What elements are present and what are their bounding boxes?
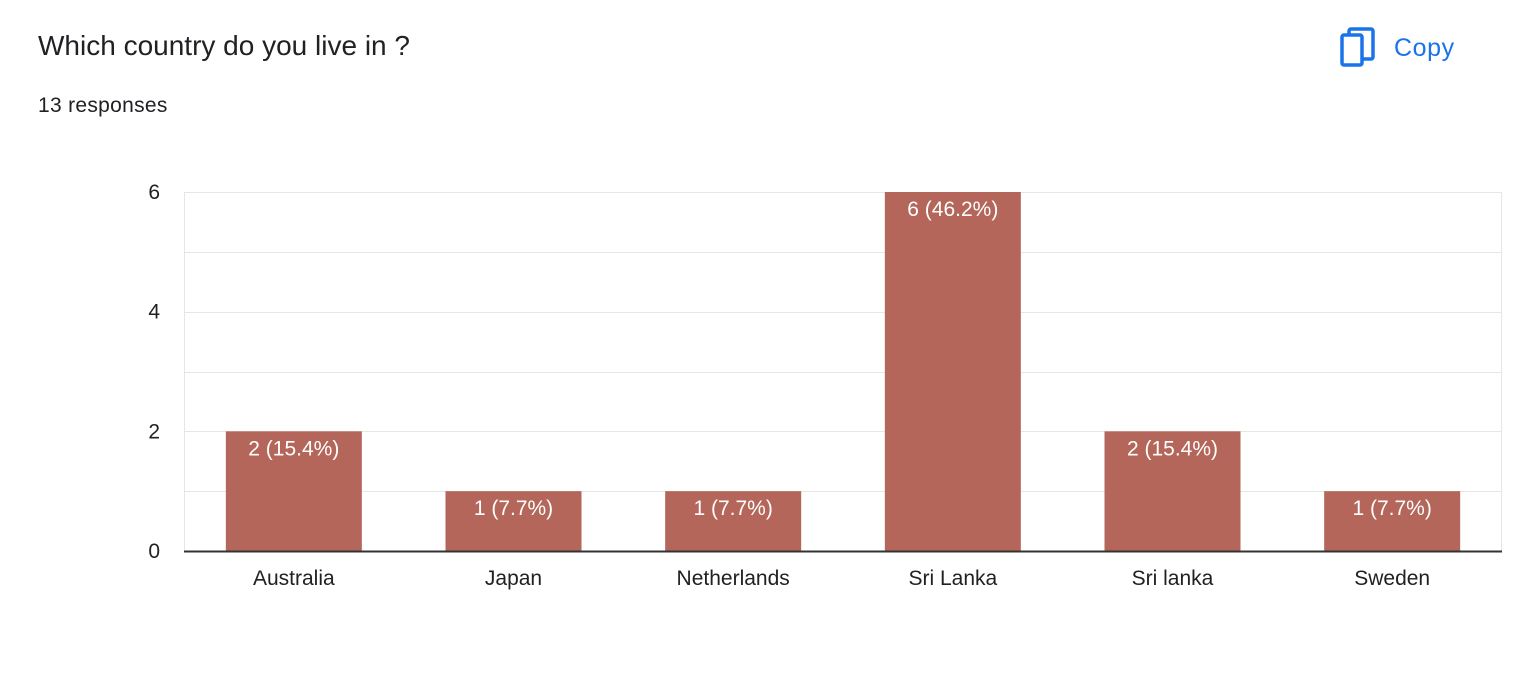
bar-sri-lanka (884, 192, 1021, 551)
bar-japan (445, 491, 582, 551)
response-count: 13 responses (38, 94, 168, 117)
x-tick-label: Japan (485, 567, 542, 590)
bar-netherlands (665, 491, 802, 551)
bar-sri-lanka (1104, 431, 1241, 551)
data-label: 1 (7.7%) (1352, 497, 1431, 520)
y-tick-label: 6 (148, 181, 160, 204)
question-title: Which country do you live in ? (38, 30, 410, 61)
x-tick-label: Australia (253, 567, 335, 590)
data-label: 2 (15.4%) (1127, 437, 1218, 460)
y-tick-label: 0 (148, 540, 160, 563)
data-label: 2 (15.4%) (248, 437, 339, 460)
x-tick-label: Sri Lanka (908, 567, 997, 590)
bar-australia (225, 431, 362, 551)
x-tick-label: Sweden (1354, 567, 1430, 590)
x-tick-label: Sri lanka (1132, 567, 1214, 590)
x-tick-label: Netherlands (677, 567, 790, 590)
data-label: 1 (7.7%) (693, 497, 772, 520)
copy-icon (1340, 27, 1376, 69)
data-label: 1 (7.7%) (474, 497, 553, 520)
copy-button[interactable]: Copy (1332, 22, 1463, 74)
data-label: 6 (46.2%) (907, 198, 998, 221)
bar-sweden (1324, 491, 1461, 551)
y-tick-label: 4 (148, 301, 160, 324)
copy-label: Copy (1394, 33, 1455, 62)
y-tick-label: 2 (148, 420, 160, 443)
